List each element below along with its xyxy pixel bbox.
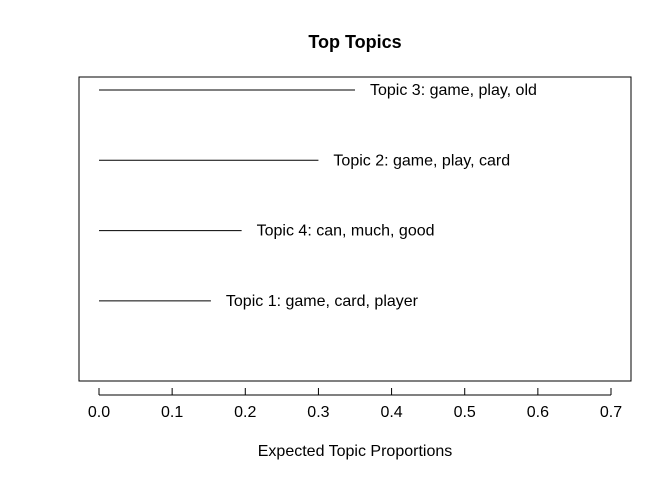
plot-frame [78, 76, 632, 382]
x-tick-label: 0.7 [600, 404, 622, 421]
x-tick-label: 0.0 [88, 404, 110, 421]
chart-title: Top Topics [308, 32, 401, 52]
bar-label-4: Topic 1: game, card, player [226, 293, 419, 310]
bar-label-2: Topic 2: game, play, card [333, 152, 510, 169]
x-axis: 0.0 0.1 0.2 0.3 0.4 0.5 0.6 0.7 [88, 388, 622, 421]
x-tick-label: 0.2 [234, 404, 256, 421]
bars-layer [99, 89, 355, 302]
x-tick-label: 0.6 [527, 404, 549, 421]
x-tick-label: 0.1 [161, 404, 183, 421]
bar-labels-layer: Topic 3: game, play, old Topic 2: game, p… [226, 82, 537, 310]
bar-label-1: Topic 3: game, play, old [370, 82, 537, 99]
x-tick-label: 0.3 [307, 404, 329, 421]
bar-label-3: Topic 4: can, much, good [257, 223, 435, 240]
x-tick-label: 0.4 [380, 404, 402, 421]
x-axis-title: Expected Topic Proportions [258, 443, 452, 460]
x-tick-label: 0.5 [454, 404, 476, 421]
